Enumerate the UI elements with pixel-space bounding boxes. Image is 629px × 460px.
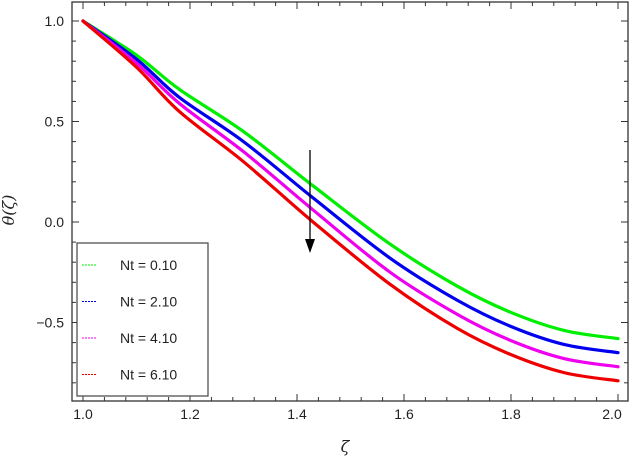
series-line-0: [81, 19, 620, 341]
x-tick-label: 1.2: [180, 406, 200, 422]
series-line-3: [81, 19, 620, 383]
series-line-1: [81, 19, 620, 355]
y-tick-label: 0.0: [45, 214, 65, 230]
legend-label: Nt = 6.10: [120, 367, 177, 383]
series-line-2: [81, 19, 620, 369]
legend-box: [76, 242, 209, 397]
y-tick-label: 1.0: [45, 13, 65, 29]
trend-arrow: [305, 150, 315, 253]
x-tick-label: 1.4: [287, 406, 307, 422]
x-tick-label: 1.0: [73, 406, 93, 422]
legend-label: Nt = 4.10: [120, 330, 177, 346]
x-axis-ticks: 1.0 1.2 1.4 1.6 1.8 2.0: [73, 2, 622, 422]
x-tick-label: 1.8: [501, 406, 521, 422]
y-axis-label: θ(ζ): [0, 195, 18, 226]
y-tick-label: 0.5: [45, 114, 65, 130]
data-curves: [81, 19, 620, 383]
x-tick-label: 2.0: [602, 406, 622, 422]
legend-label: Nt = 2.10: [120, 294, 177, 310]
x-axis-label: ζ: [341, 437, 351, 456]
arrow-head-icon: [305, 239, 315, 253]
legend: Nt = 0.10 Nt = 2.10 Nt = 4.10 Nt = 6.10: [76, 242, 209, 397]
y-tick-label: −0.5: [36, 315, 64, 331]
x-tick-label: 1.6: [394, 406, 414, 422]
legend-label: Nt = 0.10: [120, 257, 177, 273]
y-axis-ticks: 1.0 0.5 0.0 −0.5: [36, 13, 628, 384]
